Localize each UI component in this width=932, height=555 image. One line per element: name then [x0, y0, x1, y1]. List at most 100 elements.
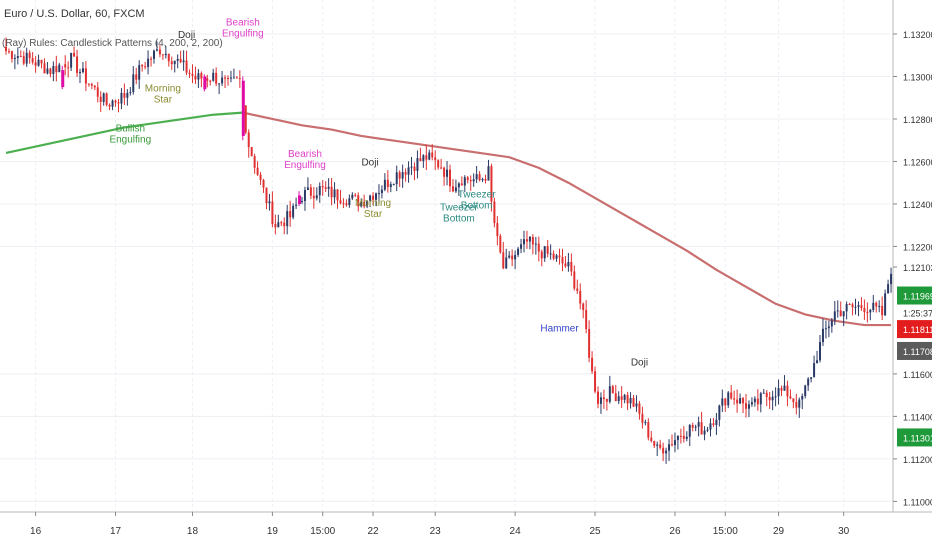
- candle-body: [857, 305, 860, 307]
- candle-body: [552, 253, 555, 259]
- candle-body: [309, 187, 312, 196]
- price-axis[interactable]: 1.13200 1.13000 1.12800 1.12600 1.12400 1.122…: [893, 30, 932, 507]
- candle-body: [463, 177, 466, 186]
- candle-body: [854, 306, 857, 308]
- candle-body: [816, 360, 819, 364]
- time-axis[interactable]: 16 17 18 19 15:00 22 23 24 25 26 15:00 29 30: [30, 512, 850, 537]
- candle-body: [13, 57, 16, 59]
- price-tick-label: 1.12800: [903, 115, 932, 125]
- time-tick-label: 15:00: [310, 526, 335, 537]
- price-tag-bg: [897, 320, 932, 339]
- candle-body: [81, 68, 84, 72]
- ma-line-rising: [5, 111, 243, 155]
- candle-body: [135, 74, 138, 80]
- candle-body: [312, 195, 315, 199]
- candle-body: [425, 155, 428, 160]
- time-tick-label: 29: [773, 526, 785, 537]
- candle-body: [99, 96, 102, 102]
- candle-body: [369, 195, 372, 201]
- candle-body: [102, 93, 105, 102]
- candle-body: [451, 186, 454, 192]
- candle-body: [141, 65, 144, 67]
- candle-body: [641, 413, 644, 423]
- candle-body: [238, 78, 241, 80]
- candle-body: [804, 385, 807, 397]
- price-tag-bg: [897, 341, 932, 360]
- candle-body: [635, 403, 638, 407]
- candle-body: [277, 222, 280, 228]
- candle-body: [366, 200, 369, 207]
- candle-body: [765, 392, 768, 397]
- candle-body: [398, 172, 401, 179]
- candle-body: [733, 398, 736, 400]
- candle-body: [703, 430, 706, 435]
- candle-body: [392, 184, 395, 186]
- candle-body: [517, 248, 520, 255]
- candle-body: [111, 100, 114, 107]
- candle-body: [662, 447, 665, 454]
- candle-body: [10, 51, 13, 59]
- candle-body: [360, 201, 363, 207]
- candle-body: [209, 80, 212, 82]
- candle-body: [241, 80, 245, 136]
- candle-body: [259, 174, 262, 180]
- candle-body: [446, 169, 449, 177]
- candle-body: [780, 388, 783, 391]
- candle-body: [490, 166, 493, 202]
- candle-body: [632, 397, 635, 407]
- candle-body: [235, 77, 238, 79]
- candle-body: [283, 222, 286, 227]
- candle-body: [706, 429, 709, 431]
- candle-body: [819, 342, 821, 361]
- candle-body: [469, 180, 472, 182]
- candle-body: [869, 309, 872, 313]
- candle-body: [700, 422, 703, 435]
- candle-body: [372, 195, 375, 200]
- pattern-label: Tweezer Bottom: [458, 190, 496, 212]
- candle-body: [203, 76, 207, 90]
- price-tick-label: 1.13200: [903, 30, 932, 40]
- candle-body: [194, 75, 197, 80]
- candle-body: [43, 63, 46, 74]
- candle-body: [602, 397, 605, 399]
- candle-body: [25, 52, 28, 64]
- candle-body: [206, 78, 209, 81]
- candle-body: [422, 155, 425, 162]
- candle-body: [514, 254, 517, 260]
- candle-body: [105, 93, 108, 105]
- candle-body: [617, 396, 620, 402]
- candle-body: [499, 236, 502, 253]
- candle-body: [750, 402, 753, 405]
- candle-body: [478, 174, 481, 181]
- symbol-title: Euro / U.S. Dollar, 60, FXCM: [4, 8, 145, 20]
- candle-body: [229, 77, 232, 79]
- candle-body: [863, 308, 866, 313]
- candle-body: [416, 158, 419, 171]
- price-tick-label: 1.11200: [903, 455, 932, 465]
- candle-body: [783, 385, 786, 391]
- candle-body: [827, 326, 830, 329]
- candle-body: [774, 396, 777, 398]
- candle-body: [401, 172, 404, 179]
- candle-body: [789, 396, 792, 399]
- candle-body: [303, 190, 306, 202]
- candle-body: [274, 224, 277, 228]
- candle-body: [73, 52, 76, 57]
- candle-body: [472, 179, 475, 182]
- candle-body: [348, 198, 351, 206]
- candle-body: [546, 246, 549, 254]
- price-tag-label: 1.11969: [903, 292, 932, 302]
- candle-body: [679, 435, 682, 437]
- pattern-label: Doji: [631, 357, 648, 368]
- candle-body: [363, 201, 366, 207]
- candle-body: [576, 288, 579, 291]
- price-tick-label: 1.11000: [903, 497, 932, 507]
- candle-body: [179, 58, 182, 63]
- candle-body: [16, 56, 19, 58]
- candle-body: [431, 152, 434, 158]
- candle-body: [185, 60, 188, 73]
- candle-body: [123, 92, 126, 98]
- candle-body: [250, 147, 253, 157]
- candle-body: [117, 102, 120, 104]
